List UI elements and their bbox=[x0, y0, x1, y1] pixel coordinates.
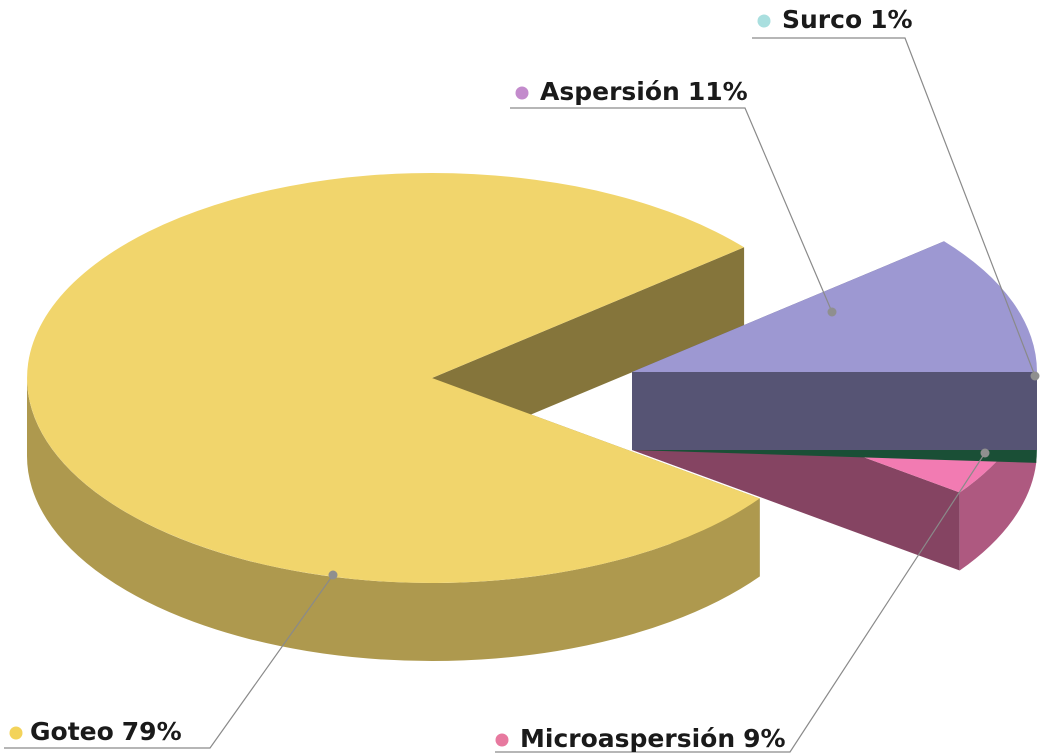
slice-face bbox=[632, 372, 1037, 450]
slice bbox=[632, 241, 1037, 450]
legend-dot bbox=[757, 14, 771, 28]
slice-label: Microaspersión 9% bbox=[520, 724, 786, 753]
category-name: Surco bbox=[782, 5, 862, 34]
leader-line bbox=[4, 574, 334, 749]
marker-dot bbox=[1030, 371, 1040, 381]
marker-dot bbox=[827, 307, 837, 317]
category-name: Microaspersión bbox=[520, 724, 735, 753]
value-label: 9% bbox=[743, 724, 785, 753]
slice-top bbox=[632, 241, 1037, 372]
slice-side bbox=[959, 384, 1037, 571]
leader-line bbox=[495, 452, 986, 753]
legend-dot bbox=[515, 86, 529, 100]
marker-dot bbox=[980, 448, 990, 458]
value-label: 79% bbox=[122, 717, 182, 746]
slice-label: Surco 1% bbox=[782, 5, 913, 34]
value-label: 11% bbox=[688, 77, 748, 106]
slice bbox=[26, 172, 760, 662]
slice-side bbox=[26, 378, 760, 662]
leader-line bbox=[752, 37, 1036, 377]
category-name: Aspersión bbox=[540, 77, 680, 106]
legend-dot bbox=[495, 733, 509, 747]
leader-line bbox=[510, 107, 833, 313]
slice-label: Aspersión 11% bbox=[540, 77, 748, 106]
legend-dot bbox=[9, 726, 23, 740]
marker-dot bbox=[328, 570, 338, 580]
value-label: 1% bbox=[870, 5, 912, 34]
category-name: Goteo bbox=[30, 717, 114, 746]
slice-top bbox=[27, 172, 760, 583]
slice-label: Goteo 79% bbox=[30, 717, 182, 746]
slice-face bbox=[432, 247, 745, 456]
